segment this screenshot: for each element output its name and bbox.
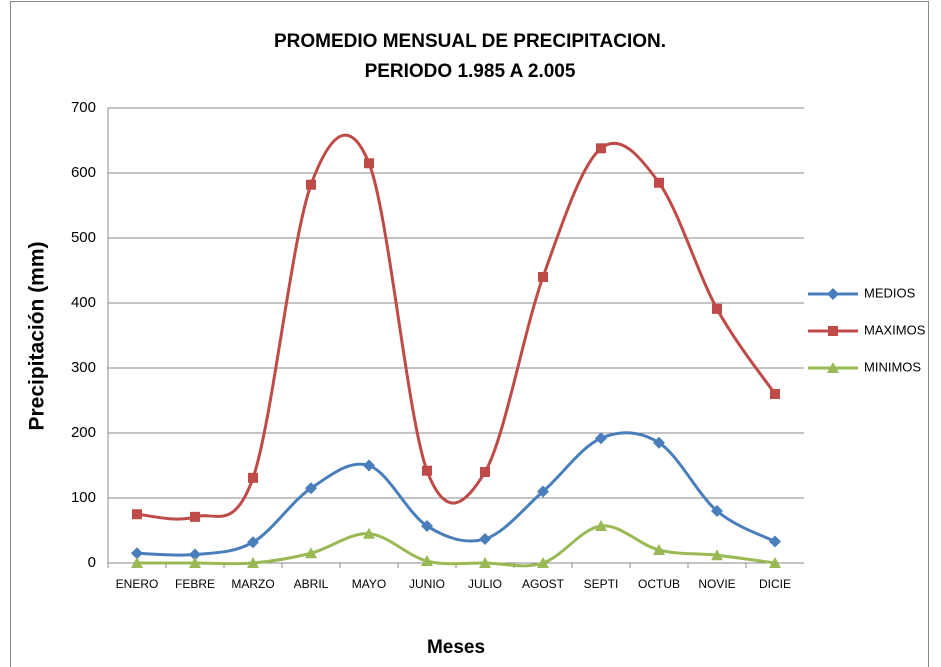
data-point bbox=[190, 511, 200, 522]
data-point bbox=[189, 548, 201, 561]
x-axis-label: Meses bbox=[427, 637, 485, 658]
chart-title: PROMEDIO MENSUAL DE PRECIPITACION. bbox=[274, 31, 666, 52]
legend-label: MEDIOS bbox=[864, 285, 916, 300]
data-point bbox=[595, 432, 607, 445]
x-tick-label: OCTUB bbox=[638, 577, 680, 591]
legend-marker bbox=[827, 362, 839, 373]
y-tick-label: 500 bbox=[71, 229, 96, 246]
data-point bbox=[305, 482, 317, 495]
x-tick-label: ABRIL bbox=[294, 577, 329, 591]
y-tick-label: 100 bbox=[71, 489, 96, 506]
y-tick-label: 200 bbox=[71, 424, 96, 441]
chart-border bbox=[10, 1, 929, 667]
legend-label: MAXIMOS bbox=[864, 322, 926, 337]
data-point bbox=[537, 485, 549, 498]
data-point bbox=[131, 557, 143, 568]
data-point bbox=[247, 536, 259, 549]
y-axis-label: Precipitación (mm) bbox=[26, 241, 49, 430]
data-point bbox=[595, 519, 607, 531]
x-tick-label: SEPTI bbox=[584, 577, 619, 591]
data-point bbox=[421, 519, 433, 532]
legend-marker bbox=[828, 326, 838, 336]
data-point bbox=[305, 547, 317, 559]
data-point bbox=[537, 557, 549, 568]
data-point bbox=[711, 505, 723, 517]
data-point bbox=[769, 557, 781, 568]
x-tick-label: NOVIE bbox=[698, 577, 735, 591]
data-point bbox=[421, 555, 433, 567]
x-tick-label: DICIE bbox=[759, 577, 791, 591]
y-tick-label: 600 bbox=[71, 164, 96, 181]
x-tick-label: JULIO bbox=[468, 577, 502, 591]
x-tick-label: MARZO bbox=[231, 577, 274, 591]
data-point bbox=[712, 303, 722, 314]
data-point bbox=[479, 532, 491, 545]
data-point bbox=[653, 436, 665, 449]
data-point bbox=[596, 143, 606, 154]
legend-label: MINIMOS bbox=[864, 359, 921, 374]
data-point bbox=[364, 158, 374, 169]
data-point bbox=[247, 557, 259, 568]
data-point bbox=[769, 535, 781, 548]
data-point bbox=[770, 389, 780, 399]
x-tick-label: FEBRE bbox=[175, 577, 215, 591]
x-tick-label: JUNIO bbox=[409, 577, 445, 591]
x-tick-label: MAYO bbox=[352, 577, 386, 591]
data-point bbox=[131, 547, 143, 560]
data-point bbox=[363, 527, 375, 539]
y-tick-label: 0 bbox=[88, 554, 96, 571]
data-point bbox=[711, 549, 723, 561]
data-point bbox=[479, 557, 491, 568]
x-tick-label: AGOST bbox=[522, 577, 565, 591]
data-point bbox=[480, 467, 490, 477]
x-tick-label: ENERO bbox=[116, 577, 159, 591]
data-point bbox=[306, 179, 316, 190]
data-point bbox=[538, 272, 548, 282]
legend-marker bbox=[827, 288, 839, 300]
data-point bbox=[363, 459, 375, 472]
data-point bbox=[248, 472, 258, 483]
data-point bbox=[189, 557, 201, 568]
data-point bbox=[654, 177, 664, 188]
chart-subtitle: PERIODO 1.985 A 2.005 bbox=[365, 61, 576, 82]
data-point bbox=[132, 509, 142, 520]
y-tick-label: 700 bbox=[71, 99, 96, 116]
y-tick-label: 400 bbox=[71, 294, 96, 311]
data-point bbox=[422, 465, 432, 476]
y-tick-label: 300 bbox=[71, 359, 96, 376]
data-point bbox=[653, 544, 665, 555]
